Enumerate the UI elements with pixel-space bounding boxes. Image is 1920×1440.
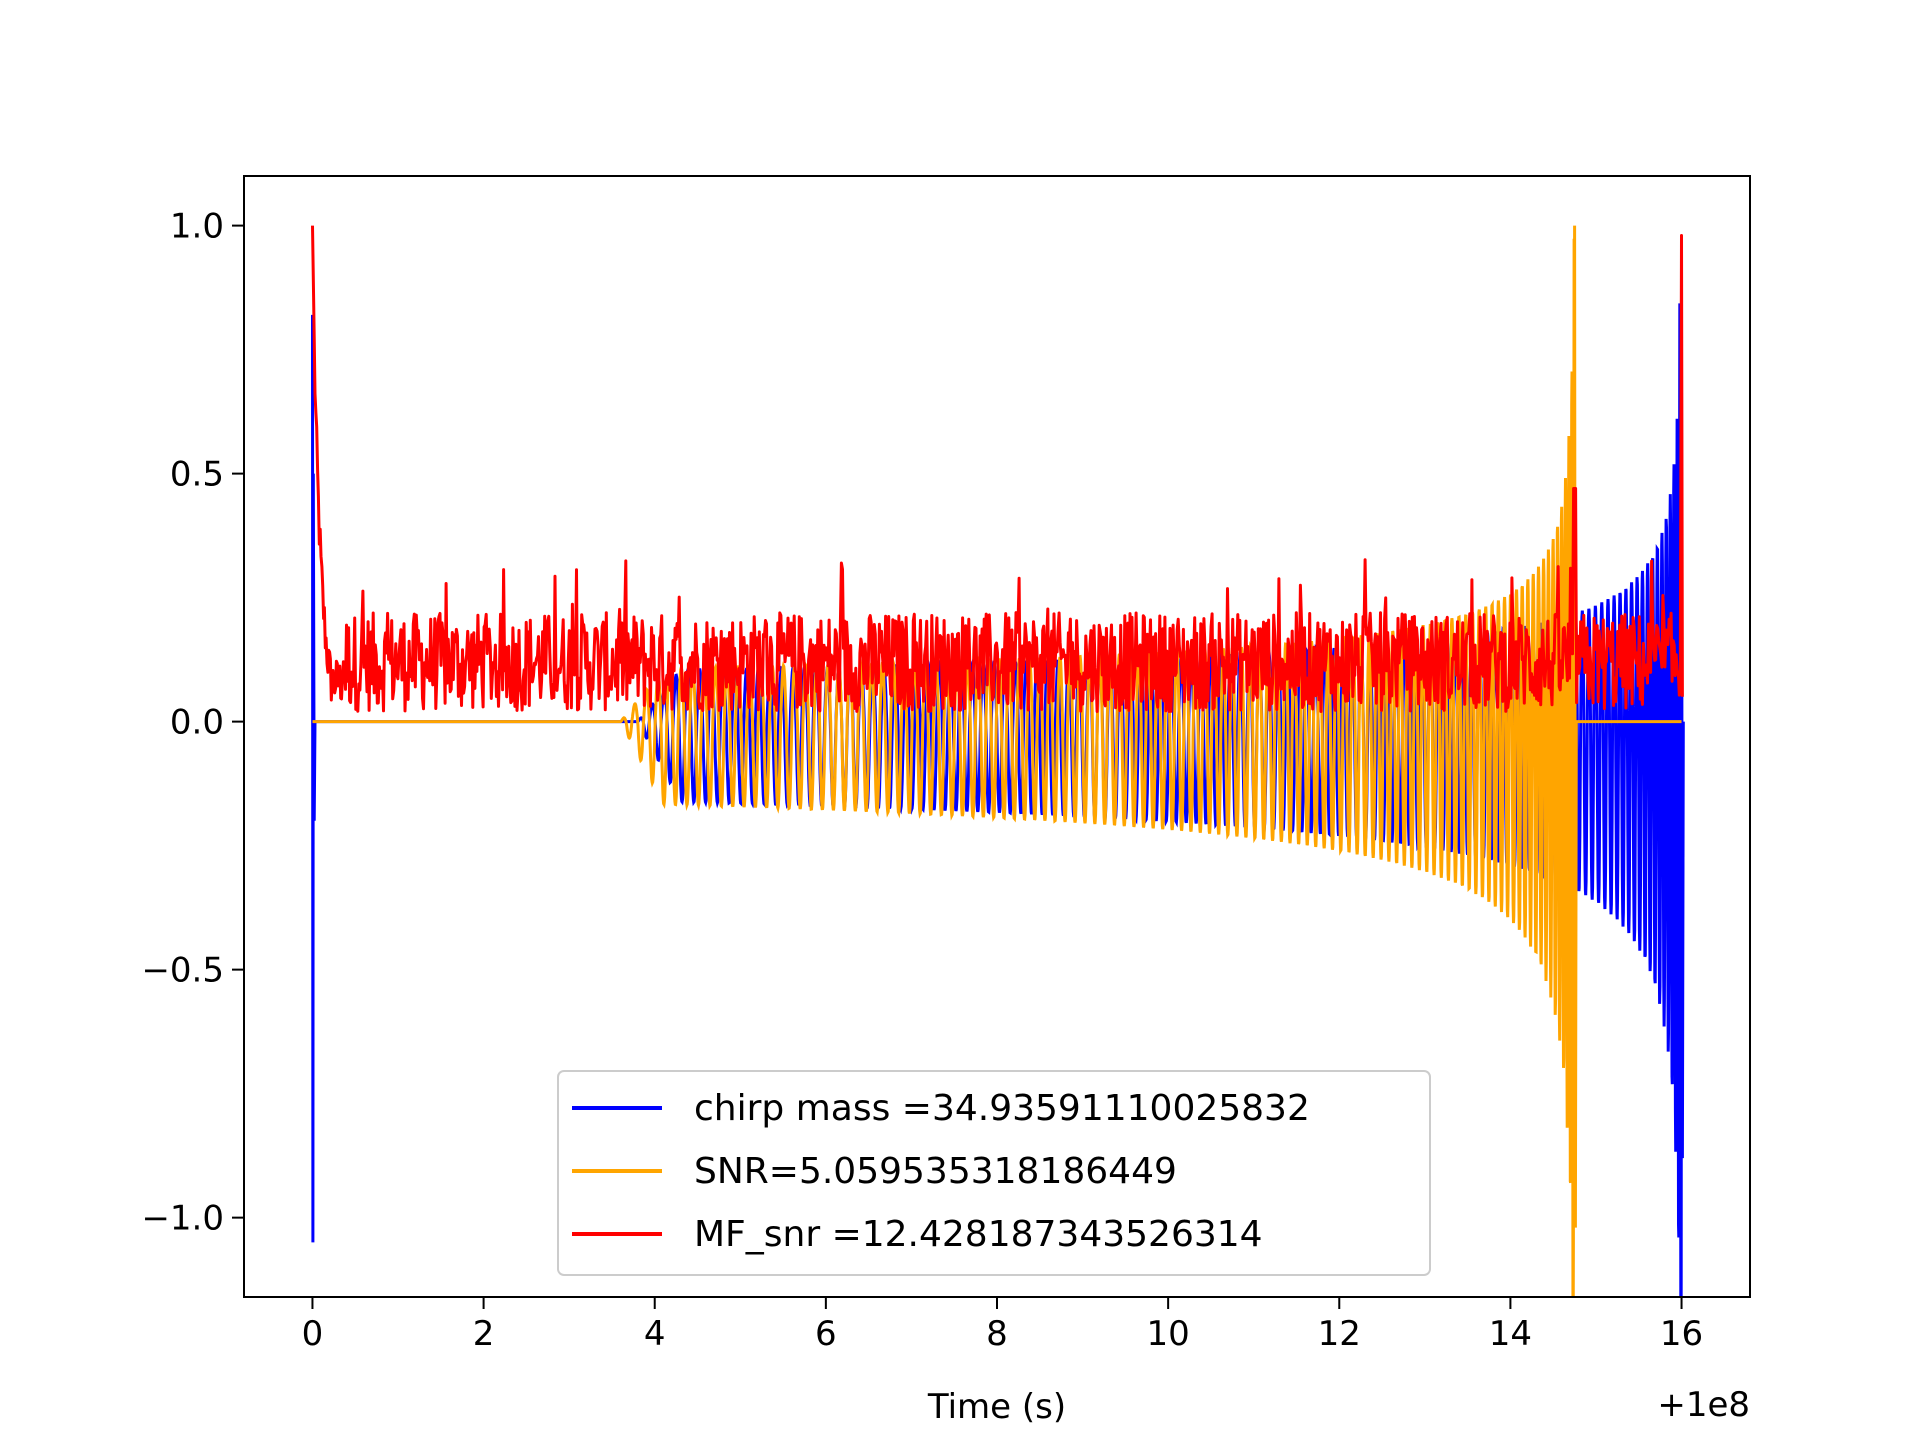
y-tick-label: −1.0 [141,1199,224,1239]
x-tick-label: 14 [1489,1314,1532,1354]
legend: chirp mass =34.93591110025832 SNR=5.05953… [557,1070,1431,1276]
legend-label: chirp mass =34.93591110025832 [694,1088,1310,1129]
plot-area [311,225,1685,1297]
y-tick-label: −0.5 [141,951,224,991]
x-tick-label: 8 [986,1314,1008,1354]
series-line-mf-snr [311,225,1684,713]
x-tick-label: 6 [815,1314,837,1354]
legend-label: MF_snr =12.428187343526314 [694,1214,1263,1255]
x-tick-label: 12 [1318,1314,1361,1354]
y-tick-label: 0.5 [170,455,224,495]
y-axis: 1.0 0.5 0.0 −0.5 −1.0 [141,207,244,1239]
x-axis: 0 2 4 6 8 10 12 14 16 [302,1297,1703,1354]
x-tick-label: 10 [1147,1314,1190,1354]
legend-label: SNR=5.059535318186449 [694,1151,1177,1192]
x-tick-label: 0 [302,1314,324,1354]
y-tick-label: 0.0 [170,703,224,743]
x-offset-label: +1e8 [1657,1385,1750,1425]
x-tick-label: 16 [1660,1314,1703,1354]
y-tick-label: 1.0 [170,207,224,247]
legend-box [557,1070,1431,1276]
x-tick-label: 4 [644,1314,666,1354]
x-axis-label: Time (s) [927,1387,1066,1427]
x-tick-label: 2 [473,1314,495,1354]
